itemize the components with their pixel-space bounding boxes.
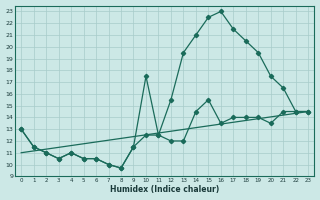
X-axis label: Humidex (Indice chaleur): Humidex (Indice chaleur) bbox=[110, 185, 219, 194]
